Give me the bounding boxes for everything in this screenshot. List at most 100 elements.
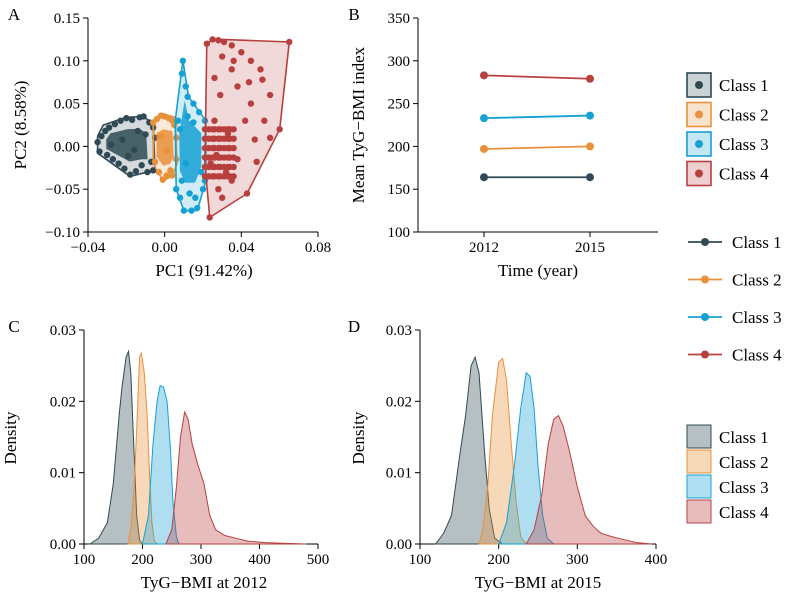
class3-line <box>483 114 591 120</box>
class2-marker <box>480 144 488 153</box>
class2-marker <box>586 142 594 151</box>
legend-marker-class3 <box>701 313 709 321</box>
y-axis-label: Mean TyG−BMI index <box>349 46 368 203</box>
class4-point <box>228 66 235 73</box>
class3-point <box>176 126 184 133</box>
class2-point <box>151 158 159 166</box>
class3-point <box>182 83 189 90</box>
y-tick-label: 0.00 <box>386 537 412 553</box>
class4-point <box>220 38 228 46</box>
class4-point <box>243 190 251 197</box>
class1-point <box>111 120 119 128</box>
class1-point <box>107 141 115 148</box>
x-tick-label: 100 <box>73 552 96 568</box>
legend-marker-class4 <box>701 350 709 359</box>
class1-marker <box>586 173 594 182</box>
y-tick-label: 200 <box>388 139 411 155</box>
class2-point <box>155 168 163 176</box>
class2-point <box>163 147 170 154</box>
class4-point <box>257 66 264 73</box>
class1-density <box>88 349 144 545</box>
legend-dot-class2 <box>695 110 703 119</box>
y-axis-label: PC2 (8.58%) <box>11 81 30 170</box>
x-axis-label: Time (year) <box>498 261 578 280</box>
y-tick-label: 0.02 <box>386 394 412 410</box>
class4-point <box>266 91 274 99</box>
class3-marker <box>586 111 594 120</box>
class3-point <box>179 57 187 64</box>
class4-point <box>215 37 222 44</box>
legend-label-class1: Class 1 <box>719 76 769 95</box>
legend-swatch-class4 <box>686 499 712 524</box>
class2-point <box>167 167 174 174</box>
class4-point <box>230 163 237 171</box>
class4-point <box>209 36 216 43</box>
class3-point <box>197 168 205 176</box>
class3-point <box>186 190 193 197</box>
y-axis-label: Density <box>1 411 20 464</box>
class3-point <box>184 113 191 120</box>
class2-point <box>169 172 176 179</box>
class4-density <box>165 410 307 545</box>
x-tick-label: 200 <box>131 552 154 568</box>
class2-density <box>478 357 528 545</box>
class4-point <box>230 135 237 142</box>
class4-point <box>245 79 253 86</box>
y-tick-label: 0.02 <box>50 394 76 410</box>
class1-point <box>119 136 126 143</box>
legend-label-class3: Class 3 <box>719 135 769 154</box>
panel-c-density: 0.00 0.01 0.02 0.03 100 200 300 400 500 TyG−BMI a… <box>1 317 329 592</box>
legend-label-class4: Class 4 <box>719 503 769 522</box>
class1-point <box>94 138 101 146</box>
y-tick-label: 250 <box>388 97 411 113</box>
class3-point <box>192 194 199 201</box>
class4-point <box>259 76 266 83</box>
class3-point <box>190 100 197 107</box>
y-tick-label: 150 <box>388 182 411 198</box>
legend-label-class2: Class 2 <box>719 453 769 472</box>
legend-dot-class1 <box>695 81 703 89</box>
class1-point <box>96 148 103 155</box>
class4-point <box>238 49 245 56</box>
class3-point <box>178 177 186 184</box>
class3-point <box>199 186 207 193</box>
x-tick-label: 2012 <box>469 240 499 256</box>
class2-point <box>163 172 170 179</box>
y-tick-label: 0.00 <box>50 537 76 553</box>
legend-label-class2: Class 2 <box>719 106 769 125</box>
y-tick-label: 0.01 <box>386 466 412 482</box>
class1-point <box>126 171 134 178</box>
x-tick-label: 300 <box>566 552 589 568</box>
y-tick-label: 0.03 <box>386 323 412 339</box>
legend-label-class4: Class 4 <box>732 346 782 365</box>
class3-point <box>176 194 184 201</box>
class1-point <box>115 160 122 167</box>
class1-point <box>138 162 145 169</box>
class1-point <box>109 156 117 163</box>
y-tick-label: 300 <box>388 54 411 70</box>
class4-point <box>234 83 241 90</box>
panel-label: C <box>8 317 19 336</box>
class4-marker <box>480 71 488 80</box>
class3-marker <box>480 114 488 123</box>
class4-density <box>525 414 653 545</box>
panel-d-density: 0.00 0.01 0.02 0.03 100 200 300 400 TyG−BMI at 2… <box>348 317 667 592</box>
class3-point <box>180 207 188 214</box>
class1-density <box>434 355 505 545</box>
y-axis-label: Density <box>349 411 368 464</box>
class1-point <box>123 114 130 122</box>
x-tick-label: 0.08 <box>305 240 331 256</box>
class4-point <box>218 53 226 60</box>
legend-label-class4: Class 4 <box>719 165 769 184</box>
class2-line <box>483 145 591 150</box>
panel-label: B <box>348 5 359 24</box>
class1-point <box>128 116 136 124</box>
legend-label-class3: Class 3 <box>719 478 769 497</box>
legend-density: Class 1 Class 2 Class 3 Class 4 <box>686 424 769 524</box>
class4-point <box>218 194 226 201</box>
legend-swatch-class4 <box>686 160 712 187</box>
panel-b-line: 100 150 200 250 300 350 2012 2015 Time (year) Mea… <box>348 5 658 280</box>
class1-core <box>106 128 148 162</box>
legend-scatter: Class 1 Class 2 Class 3 Class 4 <box>686 72 769 187</box>
legend-line: Class 1 Class 2 Class 3 Class 4 <box>688 233 782 365</box>
